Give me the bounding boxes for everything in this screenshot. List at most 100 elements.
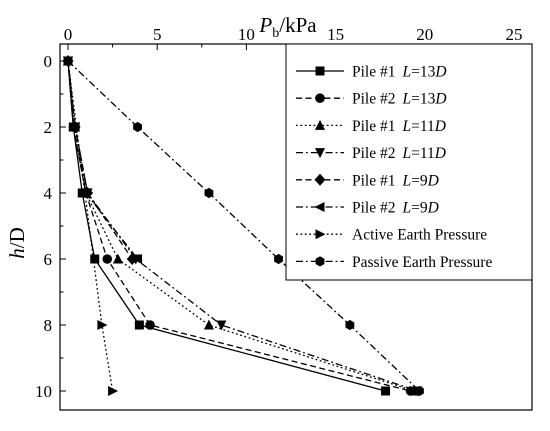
legend-marker (315, 119, 325, 130)
legend-item: Pile #2 L=11D (296, 145, 446, 162)
legend-marker (315, 229, 326, 240)
y-axis-title-main: h (5, 248, 29, 259)
legend-marker (314, 173, 326, 186)
legend-label: Passive Earth Pressure (352, 254, 492, 271)
x-axis-title-main: P (258, 13, 272, 37)
legend-label: Pile #1 L=9D (352, 172, 439, 189)
legend-item: Passive Earth Pressure (296, 254, 492, 271)
legend-item: Pile #2 L=9D (296, 200, 439, 217)
series-line (67, 60, 420, 392)
legend-length-var: L (402, 118, 412, 135)
data-point (204, 187, 214, 199)
legend-item: Pile #2 L=13D (296, 91, 447, 108)
x-tick-label: 5 (153, 25, 162, 44)
x-axis-title: Pb/kPa (258, 13, 317, 41)
legend-item: Pile #1 L=13D (296, 64, 447, 81)
y-tick-label: 8 (44, 316, 53, 335)
legend-marker (315, 66, 325, 76)
y-tick-label: 0 (44, 52, 53, 71)
legend-label: Pile #2 L=11D (352, 145, 446, 162)
data-point (203, 319, 214, 330)
legend-item: Pile #1 L=11D (296, 118, 446, 135)
legend-box (285, 43, 533, 281)
legend-length-unit: D (434, 118, 446, 135)
series-6 (62, 56, 143, 264)
data-point (108, 386, 119, 396)
x-tick-label: 15 (327, 25, 344, 44)
legend-series-name: Pile #2 (352, 145, 396, 162)
legend-length-value: =9 (411, 172, 428, 189)
legend-marker (315, 256, 325, 267)
x-axis-title-unit: /kPa (279, 13, 317, 37)
legend-label: Pile #2 L=13D (352, 91, 447, 108)
data-point (145, 320, 155, 330)
legend-length-unit: D (434, 145, 446, 162)
legend-length-var: L (402, 172, 412, 189)
series-line (67, 60, 386, 392)
data-point (132, 254, 143, 264)
legend-length-value: =11 (411, 145, 435, 162)
data-point (69, 122, 80, 132)
data-point (133, 121, 142, 133)
y-tick-label: 6 (44, 250, 53, 269)
legend-label: Active Earth Pressure (352, 227, 487, 244)
legend-length-var: L (402, 64, 412, 81)
legend-length-value: =9 (411, 200, 428, 217)
x-tick-label: 20 (416, 25, 433, 44)
series-line (67, 60, 139, 260)
y-axis-title-unit: /D (5, 227, 29, 248)
legend-series-name: Pile #1 (352, 64, 396, 81)
data-point (274, 253, 283, 265)
y-axis-title: h/D (5, 227, 29, 259)
legend-series-name: Pile #2 (352, 200, 396, 217)
data-point (112, 253, 123, 264)
legend-item: Active Earth Pressure (296, 227, 487, 244)
data-point (345, 319, 355, 331)
legend-series-name: Passive Earth Pressure (352, 254, 492, 271)
series-5 (62, 55, 138, 265)
legend-label: Pile #2 L=9D (352, 200, 439, 217)
series-line (67, 60, 114, 392)
legend-length-var: L (402, 145, 412, 162)
x-axis-title-sub: b (272, 26, 279, 41)
data-point (134, 320, 144, 330)
y-tick-label: 2 (44, 118, 53, 137)
legend-length-unit: D (427, 200, 439, 217)
legend-marker (315, 93, 325, 103)
data-point (63, 55, 73, 67)
legend-length-var: L (402, 200, 412, 217)
legend-length-value: =13 (411, 91, 435, 108)
data-point (415, 385, 424, 397)
legend-series-name: Pile #1 (352, 118, 396, 135)
legend-length-unit: D (427, 172, 439, 189)
legend-marker (315, 148, 325, 159)
data-point (102, 254, 113, 264)
legend-marker (314, 202, 325, 212)
legend-series-name: Pile #1 (352, 172, 396, 189)
data-point (216, 320, 227, 331)
legend-length-var: L (402, 91, 412, 108)
series-8 (63, 55, 424, 397)
axes: 0 5 10 15 20 25 0 2 4 6 8 10 (35, 25, 533, 411)
legend-label: Pile #1 L=11D (352, 118, 446, 135)
series-layer (62, 55, 424, 397)
legend-length-unit: D (434, 91, 446, 108)
legend-series-name: Pile #2 (352, 91, 396, 108)
x-tick-label: 25 (506, 25, 523, 44)
x-tick-label: 10 (238, 25, 255, 44)
legend-length-value: =11 (411, 118, 435, 135)
legend-series-name: Active Earth Pressure (352, 227, 487, 244)
y-tick-label: 10 (35, 382, 52, 401)
legend-item: Pile #1 L=9D (296, 172, 439, 189)
legend-length-value: =13 (411, 64, 435, 81)
data-point (90, 254, 100, 264)
y-tick-label: 4 (44, 184, 53, 203)
series-line (67, 60, 411, 392)
legend-label: Pile #1 L=13D (352, 64, 447, 81)
legend-length-unit: D (434, 64, 446, 81)
x-tick-label: 0 (64, 25, 73, 44)
data-point (97, 320, 108, 330)
